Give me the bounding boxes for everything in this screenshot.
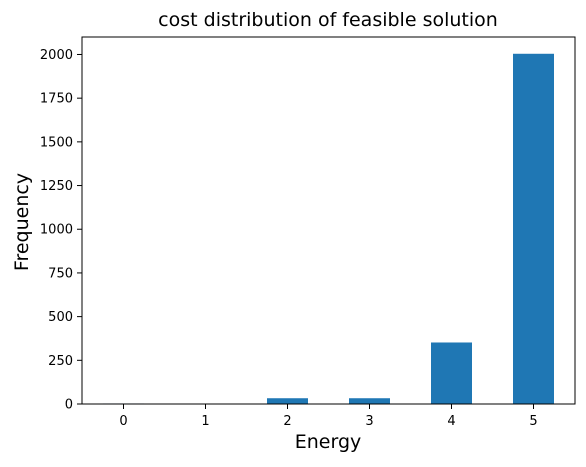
x-tick-label-1: 1 <box>201 414 209 429</box>
y-tick-label-1250: 1250 <box>40 179 73 194</box>
bar-2 <box>267 398 308 404</box>
y-axis-ticks: 0 250 500 750 1000 1250 1500 1750 2000 <box>40 48 82 413</box>
x-tick-label-4: 4 <box>447 414 455 429</box>
y-tick-label-750: 750 <box>48 266 73 281</box>
y-tick-label-250: 250 <box>48 354 73 369</box>
y-tick-label-0: 0 <box>65 398 73 413</box>
x-axis-ticks: 0 1 2 3 4 5 <box>119 404 538 429</box>
bars-layer <box>103 53 554 405</box>
x-tick-label-0: 0 <box>119 414 127 429</box>
x-tick-label-5: 5 <box>529 414 537 429</box>
y-tick-label-2000: 2000 <box>40 48 73 63</box>
y-tick-label-500: 500 <box>48 310 73 325</box>
y-tick-label-1000: 1000 <box>40 223 73 238</box>
y-tick-label-1750: 1750 <box>40 92 73 107</box>
y-tick-label-1500: 1500 <box>40 135 73 150</box>
bar-4 <box>431 342 472 404</box>
plot-frame <box>81 36 576 405</box>
x-tick-label-3: 3 <box>365 414 373 429</box>
bar-3 <box>349 398 390 404</box>
x-tick-label-2: 2 <box>283 414 291 429</box>
x-axis-label: Energy <box>295 431 362 453</box>
y-axis-label: Frequency <box>11 173 33 271</box>
bar-5 <box>513 53 554 405</box>
chart-title: cost distribution of feasible solution <box>158 9 498 31</box>
